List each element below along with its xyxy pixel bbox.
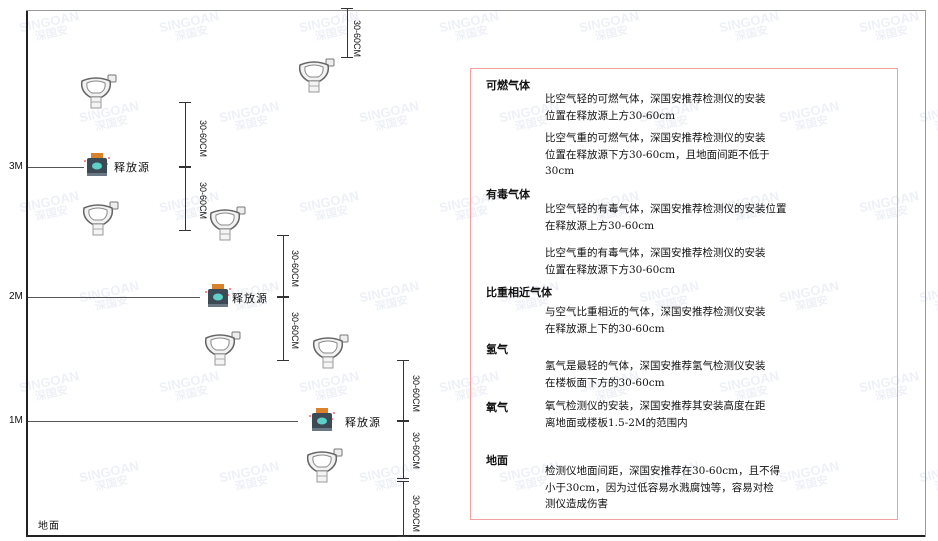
frame-left-wall xyxy=(26,10,28,537)
section-text: 比空气重的有毒气体，深国安推荐检测仪的安装 位置在释放源下方30-60cm xyxy=(545,247,766,276)
dimension-label: 30-60CM xyxy=(411,432,421,470)
dimension-line xyxy=(397,421,409,479)
gas-detector-icon xyxy=(80,200,124,242)
watermark-logo: SINGOAN 深国安 xyxy=(857,7,921,44)
watermark-logo: SINGOAN 深国安 xyxy=(437,7,501,44)
section-text: 氢气是最轻的气体，深国安推荐氢气检测仪安装 在楼板面下方的30-60cm xyxy=(545,360,766,389)
source-label: 释放源 xyxy=(345,416,381,429)
section-heading: 有毒气体 xyxy=(486,188,530,201)
dimension-label: 30-60CM xyxy=(198,182,208,220)
section-text: 检测仪地面间距，深国安推荐在30-60cm，且不得 小于30cm，因为过低容易水溅… xyxy=(545,465,781,510)
frame-ceiling xyxy=(26,10,926,11)
source-label: 释放源 xyxy=(232,292,268,305)
watermark-logo: SINGOAN 深国安 xyxy=(357,277,421,314)
watermark-logo: SINGOAN 深国安 xyxy=(917,457,938,494)
section-heading: 氧气 xyxy=(486,401,508,414)
section-text: 氧气检测仪的安装，深国安推荐其安装高度在距 离地面或楼板1.5-2M的范围内 xyxy=(545,400,766,429)
gas-detector-icon xyxy=(310,333,354,375)
dimension-line xyxy=(341,8,353,58)
level-label-1m: 1M xyxy=(9,415,23,426)
watermark-logo: SINGOAN 深国安 xyxy=(357,97,421,134)
dimension-label: 30-60CM xyxy=(198,120,208,158)
watermark-logo: SINGOAN 深国安 xyxy=(77,457,141,494)
gas-detector-icon xyxy=(78,73,122,115)
dimension-label: 30-60CM xyxy=(290,250,300,288)
gas-detector-icon xyxy=(207,205,251,247)
level-line-3m xyxy=(28,167,84,168)
release-source-icon xyxy=(204,283,232,313)
gas-detector-icon xyxy=(304,447,348,489)
section-heading: 地面 xyxy=(486,454,508,467)
watermark-logo: SINGOAN 深国安 xyxy=(917,97,938,134)
watermark-logo: SINGOAN 深国安 xyxy=(157,7,221,44)
watermark-logo: SINGOAN 深国安 xyxy=(717,7,781,44)
level-line-1m xyxy=(28,421,298,422)
section-heading: 氢气 xyxy=(486,343,508,356)
section-text: 比空气轻的有毒气体，深国安推荐检测仪的安装位置 在释放源上方30-60cm xyxy=(545,203,787,232)
watermark-logo: SINGOAN 深国安 xyxy=(77,277,141,314)
gas-detector-icon xyxy=(296,57,340,99)
dimension-line xyxy=(277,297,289,361)
dimension-line xyxy=(179,102,191,167)
watermark-logo: SINGOAN 深国安 xyxy=(217,457,281,494)
source-label: 释放源 xyxy=(114,161,150,174)
dimension-label: 30-60CM xyxy=(411,495,421,533)
watermark-logo: SINGOAN 深国安 xyxy=(217,97,281,134)
dimension-label: 30-60CM xyxy=(290,312,300,350)
section-text: 比空气轻的可燃气体，深国安推荐检测仪的安装 位置在释放源上方30-60cm xyxy=(545,93,766,122)
watermark-logo: SINGOAN 深国安 xyxy=(157,367,221,404)
watermark-logo: SINGOAN 深国安 xyxy=(577,7,641,44)
frame-right xyxy=(925,10,926,537)
dimension-line xyxy=(277,235,289,297)
watermark-logo: SINGOAN 深国安 xyxy=(917,277,938,314)
watermark-logo: SINGOAN 深国安 xyxy=(297,187,361,224)
gas-detector-icon xyxy=(202,330,246,372)
installation-guide-panel: 可燃气体 比空气轻的可燃气体，深国安推荐检测仪的安装 位置在释放源上方30-60c… xyxy=(470,68,898,520)
dimension-line xyxy=(179,167,191,231)
frame-floor xyxy=(26,535,926,537)
section-heading: 可燃气体 xyxy=(486,79,530,92)
level-label-3m: 3M xyxy=(9,161,23,172)
section-heading: 比重相近气体 xyxy=(486,286,552,299)
level-label-2m: 2M xyxy=(9,291,23,302)
ground-label: 地面 xyxy=(38,521,60,532)
dimension-label: 30-60CM xyxy=(411,375,421,413)
section-text: 比空气重的可燃气体，深国安推荐检测仪的安装 位置在释放源下方30-60cm，且地面… xyxy=(545,132,770,177)
dimension-label: 30-60CM xyxy=(352,20,362,58)
dimension-line xyxy=(397,360,409,421)
release-source-icon xyxy=(308,407,336,437)
section-text: 与空气比重相近的气体，深国安推荐检测仪安装 在释放源上下的30-60cm xyxy=(545,306,766,335)
release-source-icon xyxy=(83,152,111,182)
dimension-line xyxy=(397,481,409,537)
level-line-2m xyxy=(28,297,200,298)
